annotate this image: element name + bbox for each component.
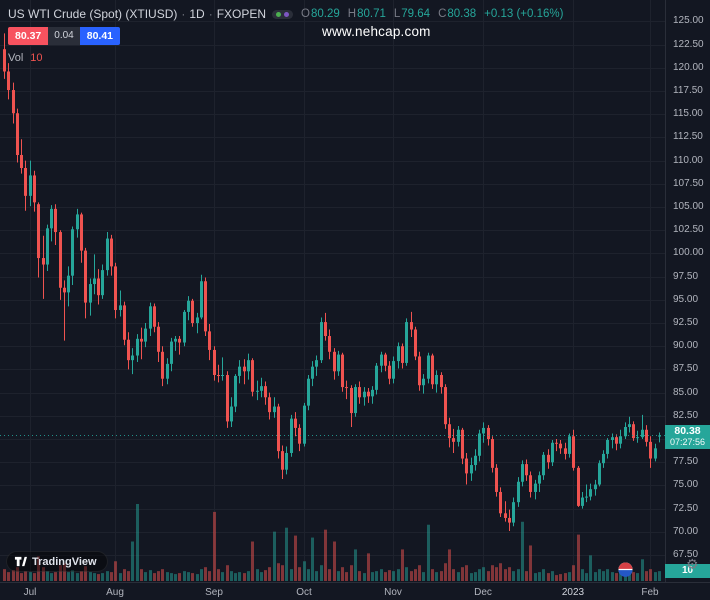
- watermark: www.nehcap.com: [322, 24, 431, 39]
- economic-calendar-flag-icon[interactable]: [618, 562, 633, 577]
- price-tick-label: 82.50: [673, 409, 699, 421]
- price-tick-label: 72.50: [673, 502, 699, 514]
- price-tick-label: 92.50: [673, 317, 699, 329]
- time-axis[interactable]: Jul Aug Sep Oct Nov Dec 2023 Feb: [0, 582, 710, 600]
- low-value: 79.64: [401, 8, 431, 20]
- price-tick-label: 120.00: [673, 61, 704, 73]
- high-value: 80.71: [357, 8, 386, 20]
- buy-sell-widget: 80.37 0.04 80.41: [8, 27, 121, 45]
- separator: ·: [208, 7, 213, 21]
- symbol-legend-row: US WTI Crude (Spot) (XTIUSD) · 1D · FXOP…: [8, 7, 563, 21]
- price-tick-label: 125.00: [673, 15, 704, 27]
- tradingview-logo-icon: [14, 556, 27, 567]
- time-tick-label: Dec: [474, 587, 492, 598]
- last-volume-badge: 10: [665, 564, 710, 579]
- gear-icon[interactable]: ⚙: [686, 556, 699, 572]
- time-tick-label: Feb: [641, 587, 659, 598]
- time-tick-label: 2023: [561, 587, 585, 598]
- price-tick-label: 122.50: [673, 38, 704, 50]
- price-tick-label: 97.50: [673, 270, 699, 282]
- price-tick-label: 67.50: [673, 549, 699, 561]
- price-tick-label: 117.50: [673, 84, 703, 96]
- time-tick-label: Sep: [205, 587, 223, 598]
- close-value: 80.38: [447, 8, 477, 20]
- status-dot-purple-icon: [284, 11, 290, 17]
- volume-legend[interactable]: Vol 10: [8, 52, 563, 64]
- exchange-label[interactable]: FXOPEN: [216, 7, 267, 21]
- price-tick-label: 77.50: [673, 456, 699, 468]
- chart-legend: US WTI Crude (Spot) (XTIUSD) · 1D · FXOP…: [8, 7, 563, 64]
- price-tick-label: 75.00: [673, 479, 699, 491]
- price-tick-label: 70.00: [673, 525, 699, 537]
- price-tick-label: 85.00: [673, 386, 699, 398]
- price-tick-label: 115.00: [673, 108, 703, 120]
- market-status-indicator[interactable]: [272, 9, 294, 19]
- price-tick-label: 100.00: [673, 247, 704, 259]
- volume-label: Vol: [8, 52, 24, 64]
- high-label: H: [347, 8, 357, 20]
- last-price-value: 80.38: [674, 424, 701, 437]
- close-label: C: [438, 8, 447, 20]
- price-tick-label: 102.50: [673, 224, 704, 236]
- last-price-badge: 80.38 07:27:56: [665, 424, 710, 449]
- time-tick-label: Aug: [106, 587, 124, 598]
- buy-button[interactable]: 80.41: [79, 27, 121, 45]
- open-label: O: [301, 8, 310, 20]
- change-value: +0.13 (+0.16%): [484, 8, 564, 20]
- price-tick-label: 90.00: [673, 340, 699, 352]
- ohlc-values: O80.29 H80.71 L79.64 C80.38 +0.13 (+0.16…: [301, 7, 563, 21]
- price-tick-label: 112.50: [673, 131, 703, 143]
- price-tick-label: 110.00: [673, 154, 703, 166]
- price-tick-label: 107.50: [673, 177, 704, 189]
- spread-value: 0.04: [48, 27, 80, 45]
- price-tick-label: 105.00: [673, 200, 704, 212]
- time-tick-label: Jul: [23, 587, 37, 598]
- low-label: L: [393, 8, 401, 20]
- volume-value: 10: [30, 52, 43, 64]
- price-tick-label: 87.50: [673, 363, 699, 375]
- status-dot-green-icon: [276, 11, 282, 17]
- time-tick-label: Oct: [296, 587, 312, 598]
- separator: ·: [181, 7, 186, 21]
- tradingview-attribution[interactable]: TradingView: [6, 551, 108, 572]
- price-axis[interactable]: 125.00 122.50 120.00 117.50 115.00 112.50 110.…: [665, 0, 710, 582]
- price-tick-label: 95.00: [673, 293, 699, 305]
- sell-button[interactable]: 80.37: [8, 27, 49, 45]
- open-value: 80.29: [311, 8, 340, 20]
- symbol-title[interactable]: US WTI Crude (Spot) (XTIUSD): [8, 7, 178, 21]
- bar-countdown: 07:27:56: [669, 436, 706, 447]
- interval-label[interactable]: 1D: [189, 7, 205, 21]
- time-tick-label: Nov: [384, 587, 402, 598]
- tradingview-label: TradingView: [32, 555, 97, 568]
